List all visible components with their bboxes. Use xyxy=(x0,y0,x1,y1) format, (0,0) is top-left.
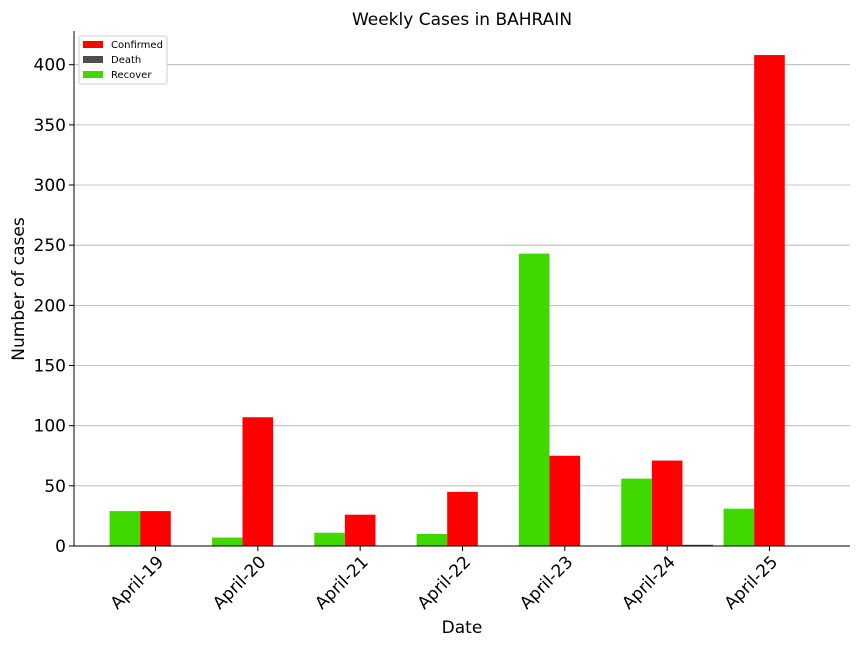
bar-death-april-24 xyxy=(682,544,714,546)
legend: Confirmed Death Recover xyxy=(78,35,168,85)
x-tick-label-4: April-23 xyxy=(516,552,577,613)
bar-recover-april-25 xyxy=(723,508,755,546)
legend-swatch-death xyxy=(83,56,103,63)
y-tick-label-3: 150 xyxy=(34,357,66,377)
y-tick-label-1: 50 xyxy=(44,477,66,497)
y-tick-label-0: 0 xyxy=(55,537,66,557)
legend-swatch-confirmed xyxy=(83,41,103,48)
x-tick-label-6: April-25 xyxy=(721,552,782,613)
legend-label-confirmed: Confirmed xyxy=(111,40,163,51)
x-tick-label-1: April-20 xyxy=(209,552,270,613)
y-tick-label-7: 350 xyxy=(34,116,66,136)
bar-recover-april-23 xyxy=(518,253,550,546)
x-tick-label-0: April-19 xyxy=(107,552,168,613)
bar-confirmed-april-21 xyxy=(344,514,376,546)
y-tick-label-6: 300 xyxy=(34,176,66,196)
legend-swatch-recover xyxy=(83,71,103,78)
bar-recover-april-24 xyxy=(621,478,652,546)
x-tick-label-5: April-24 xyxy=(618,552,679,613)
gridlines xyxy=(74,64,850,487)
legend-label-recover: Recover xyxy=(111,70,152,81)
bars xyxy=(109,55,785,546)
bar-recover-april-22 xyxy=(416,533,448,546)
x-tick-label-2: April-21 xyxy=(311,552,372,613)
y-tick-label-2: 100 xyxy=(34,417,66,437)
x-tick-label-3: April-22 xyxy=(414,552,475,613)
bar-confirmed-april-19 xyxy=(140,511,171,546)
y-tick-label-4: 200 xyxy=(34,296,66,316)
bar-recover-april-21 xyxy=(314,532,345,546)
x-axis-label: Date xyxy=(442,618,483,638)
bar-confirmed-april-20 xyxy=(242,417,274,546)
y-ticks: 0 50 100 150 200 250 300 350 400 xyxy=(34,56,74,557)
bar-recover-april-20 xyxy=(211,537,243,546)
chart-title: Weekly Cases in BAHRAIN xyxy=(352,10,572,30)
y-tick-label-5: 250 xyxy=(34,236,66,256)
bar-confirmed-april-23 xyxy=(549,455,581,546)
axes xyxy=(73,31,850,547)
x-ticks: April-19 April-20 April-21 April-22 April-23… xyxy=(107,546,782,614)
legend-label-death: Death xyxy=(111,55,141,66)
y-tick-label-8: 400 xyxy=(34,56,66,76)
bar-confirmed-april-22 xyxy=(447,491,478,546)
bar-confirmed-april-25 xyxy=(754,55,785,546)
bar-confirmed-april-24 xyxy=(651,460,683,546)
bar-recover-april-19 xyxy=(109,511,141,546)
y-axis-label: Number of cases xyxy=(9,217,29,361)
